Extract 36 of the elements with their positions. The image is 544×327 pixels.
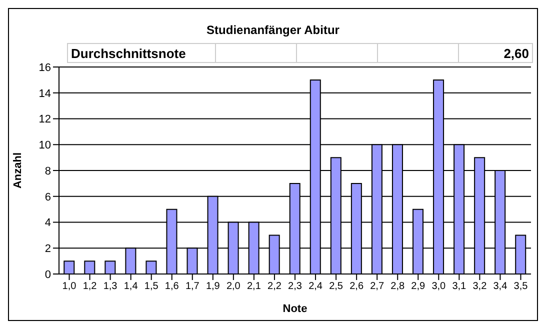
x-tick-label: 1,2 bbox=[82, 281, 98, 292]
x-tick-label: 1,4 bbox=[124, 281, 138, 292]
x-tick-label: 3,5 bbox=[514, 281, 528, 292]
x-tick-label: 3,2 bbox=[472, 281, 488, 292]
x-tick-label: 2,1 bbox=[247, 281, 262, 292]
y-tick-label: 12 bbox=[38, 114, 51, 126]
x-tick-label: 1,7 bbox=[185, 281, 200, 292]
summary-table: Durchschnittsnote 2,60 bbox=[67, 43, 533, 63]
x-tick-label: 1,3 bbox=[103, 281, 118, 292]
y-tick-label: 2 bbox=[44, 243, 51, 256]
x-tick-label: 2,6 bbox=[350, 281, 364, 292]
x-tick-label: 1,5 bbox=[144, 281, 159, 292]
x-tick-label: 2,4 bbox=[308, 281, 323, 292]
x-tick-label: 2,9 bbox=[411, 281, 426, 292]
y-tick-label: 10 bbox=[38, 140, 51, 152]
y-tick-label: 0 bbox=[44, 268, 51, 281]
y-axis-title: Anzahl bbox=[12, 152, 24, 189]
y-tick-label: 8 bbox=[44, 165, 51, 178]
x-tick-label: 2,3 bbox=[288, 281, 302, 292]
x-tick-label: 2,8 bbox=[390, 281, 405, 292]
x-tick-label: 3,1 bbox=[452, 281, 467, 292]
y-tick-label: 4 bbox=[44, 217, 51, 230]
y-tick-label: 16 bbox=[38, 62, 51, 74]
chart-title: Studienanfänger Abitur bbox=[206, 23, 340, 37]
x-tick-label: 2,7 bbox=[370, 281, 384, 292]
x-tick-label: 3,0 bbox=[432, 281, 446, 292]
x-tick-label: 3,4 bbox=[493, 281, 508, 292]
x-tick-label: 2,2 bbox=[268, 281, 282, 292]
x-tick-label: 2,0 bbox=[226, 281, 241, 292]
x-tick-label: 1,0 bbox=[62, 281, 77, 292]
x-tick-label: 1,9 bbox=[206, 281, 220, 292]
x-tick-label: 2,5 bbox=[329, 281, 344, 292]
x-tick-label: 1,6 bbox=[164, 281, 180, 292]
x-axis-title: Note bbox=[282, 303, 308, 315]
y-tick-label: 14 bbox=[38, 88, 51, 100]
y-tick-label: 6 bbox=[44, 191, 51, 204]
